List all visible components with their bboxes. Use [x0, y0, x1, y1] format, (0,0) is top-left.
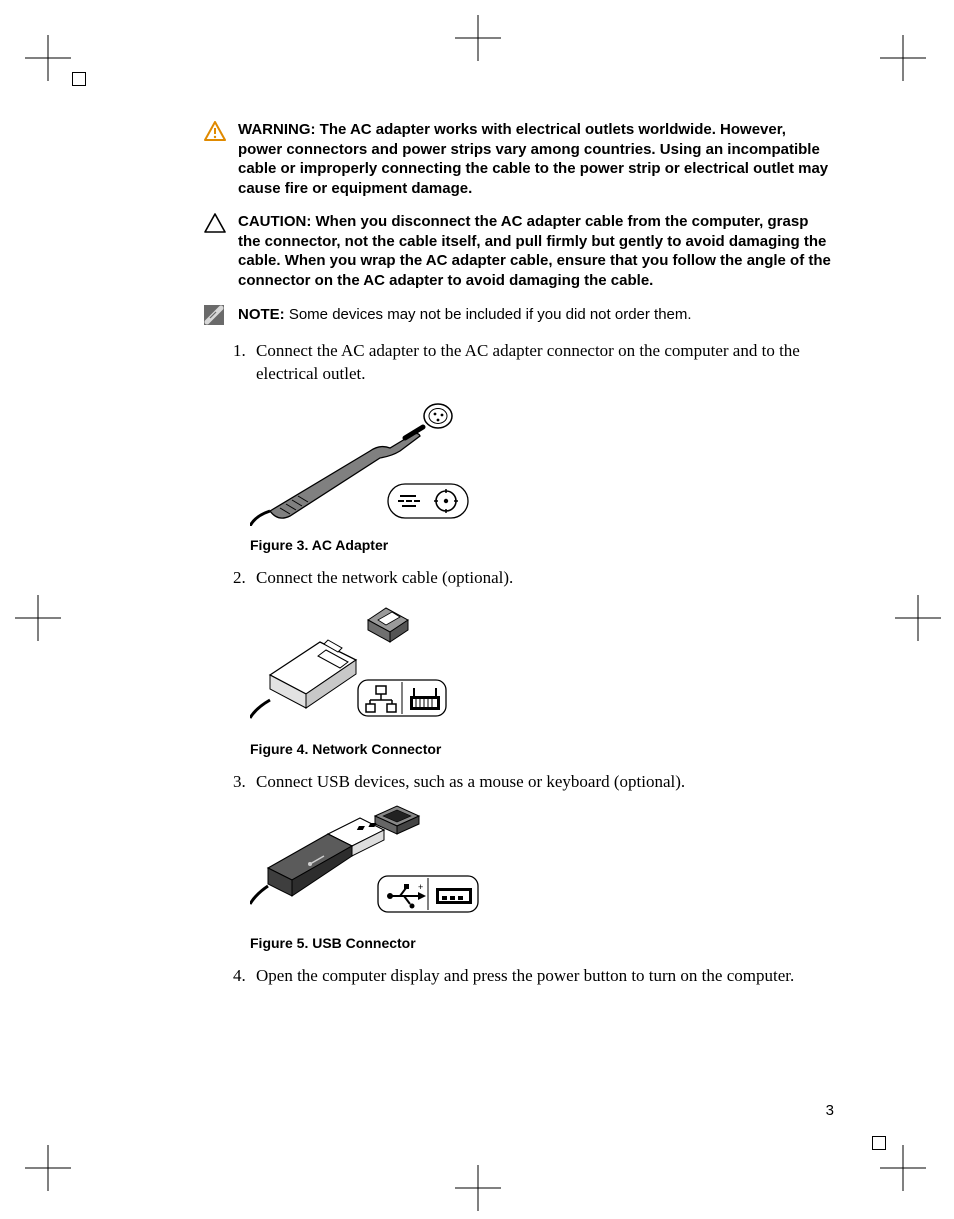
setup-steps-3: Connect USB devices, such as a mouse or … [204, 771, 834, 794]
warning-text: WARNING: The AC adapter works with elect… [238, 120, 834, 198]
svg-text:+: + [418, 882, 423, 892]
step-2: Connect the network cable (optional). [250, 567, 834, 590]
warning-icon [204, 120, 238, 198]
step-4: Open the computer display and press the … [250, 965, 834, 988]
warning-block: WARNING: The AC adapter works with elect… [204, 120, 834, 198]
caution-body: When you disconnect the AC adapter cable… [238, 213, 831, 289]
page-content: WARNING: The AC adapter works with elect… [204, 120, 834, 989]
crop-mark-bl [25, 1145, 71, 1191]
caution-label: CAUTION: [238, 213, 311, 230]
crop-mark-ml [15, 595, 61, 641]
trim-box-tl [72, 72, 86, 86]
page-number: 3 [826, 1102, 834, 1119]
setup-steps-2: Connect the network cable (optional). [204, 567, 834, 590]
note-text: NOTE: Some devices may not be included i… [238, 304, 692, 326]
setup-steps-4: Open the computer display and press the … [204, 965, 834, 988]
crop-mark-br [880, 1145, 926, 1191]
note-label: NOTE: [238, 306, 285, 323]
figure-3-image [250, 396, 834, 531]
setup-steps: Connect the AC adapter to the AC adapter… [204, 340, 834, 386]
figure-5-caption: Figure 5. USB Connector [250, 935, 834, 951]
note-block: NOTE: Some devices may not be included i… [204, 304, 834, 326]
crop-mark-mr [895, 595, 941, 641]
crop-mark-tr [880, 35, 926, 81]
figure-4-caption: Figure 4. Network Connector [250, 741, 834, 757]
caution-block: CAUTION: When you disconnect the AC adap… [204, 212, 834, 290]
note-body: Some devices may not be included if you … [285, 306, 692, 323]
trim-box-br [872, 1136, 886, 1150]
figure-3-caption: Figure 3. AC Adapter [250, 537, 834, 553]
note-icon [204, 304, 238, 326]
warning-body: The AC adapter works with electrical out… [238, 121, 828, 197]
step-3: Connect USB devices, such as a mouse or … [250, 771, 834, 794]
figure-4-image [250, 600, 834, 735]
warning-label: WARNING: [238, 121, 316, 138]
figure-5-wrap: + Figure 5. USB Connector [250, 804, 834, 951]
crop-mark-bc [455, 1165, 501, 1211]
crop-mark-tl [25, 35, 71, 81]
caution-text: CAUTION: When you disconnect the AC adap… [238, 212, 834, 290]
crop-mark-tc [455, 15, 501, 61]
step-1: Connect the AC adapter to the AC adapter… [250, 340, 834, 386]
caution-icon [204, 212, 238, 290]
figure-3-wrap: Figure 3. AC Adapter [250, 396, 834, 553]
figure-5-image: + [250, 804, 834, 929]
figure-4-wrap: Figure 4. Network Connector [250, 600, 834, 757]
